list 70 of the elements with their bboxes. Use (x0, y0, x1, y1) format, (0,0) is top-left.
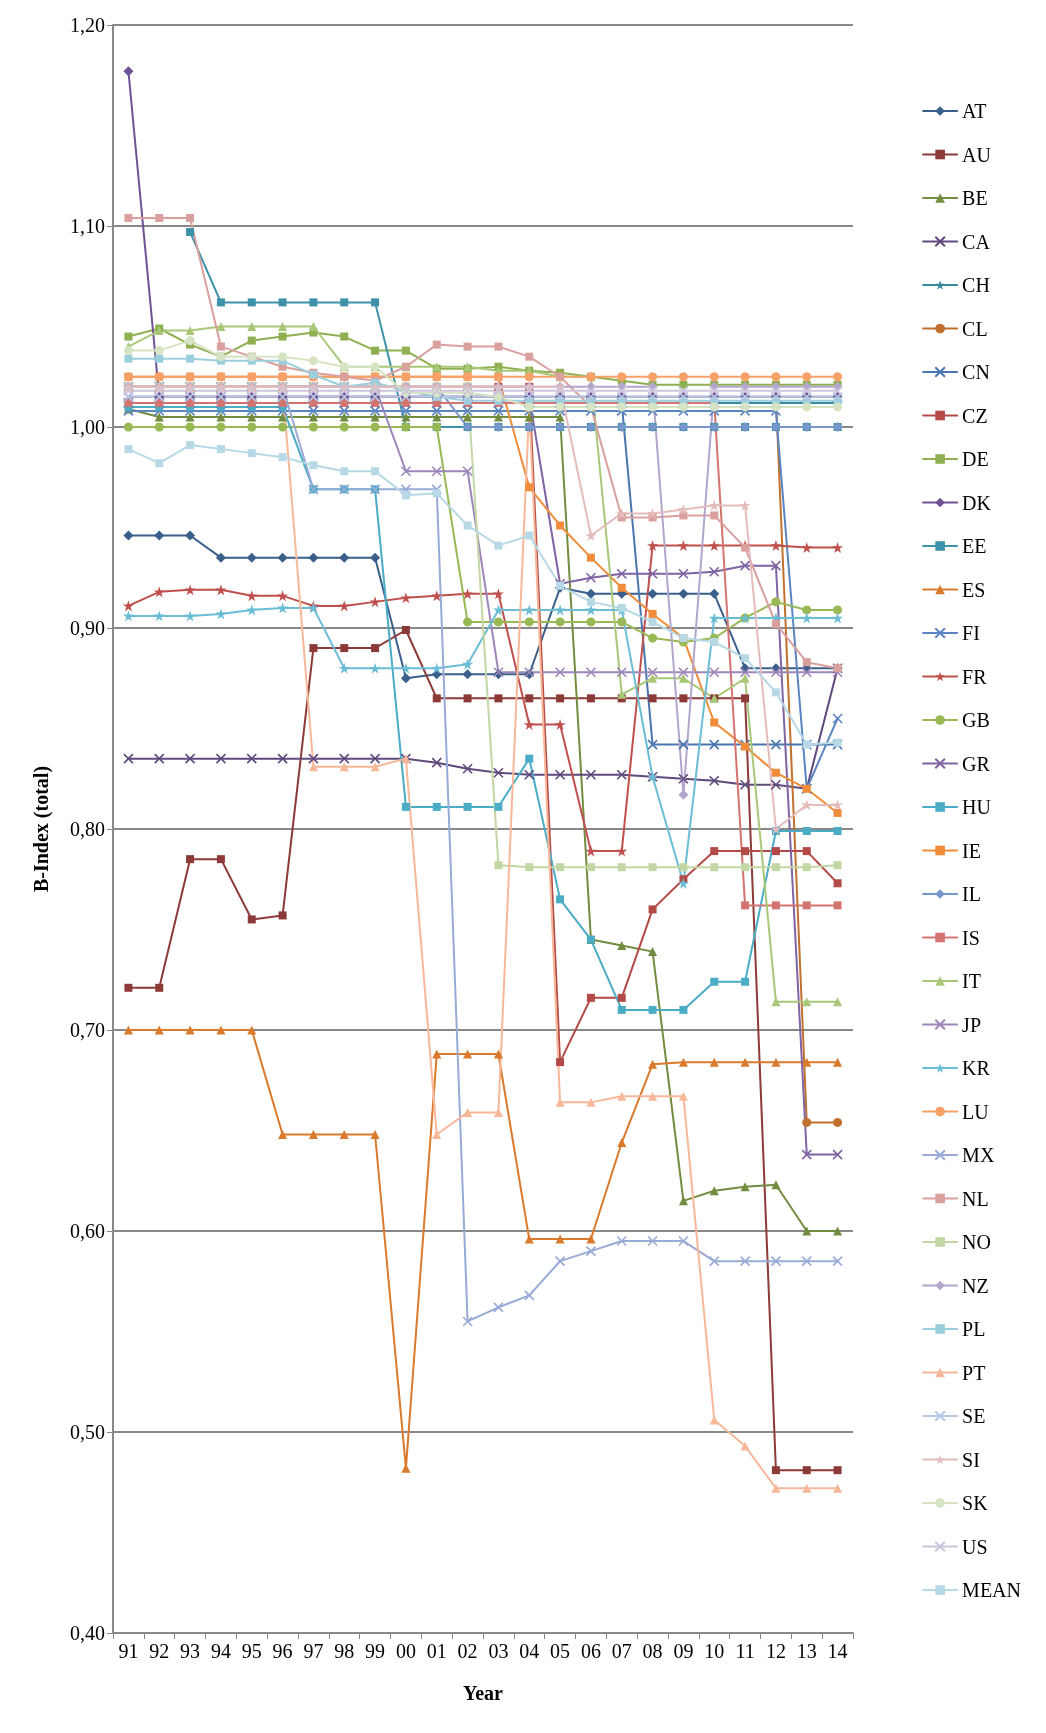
x-tick-label: 98 (334, 1640, 355, 1662)
x-tick-label: 08 (642, 1640, 663, 1662)
x-tick-label: 04 (519, 1640, 540, 1662)
y-tick-label: 0,70 (70, 1019, 105, 1041)
legend-label: FR (962, 665, 988, 688)
legend-label: FI (962, 622, 980, 644)
legend-label: DE (962, 448, 989, 470)
x-tick-label: 96 (272, 1640, 293, 1662)
legend-label: IE (962, 839, 981, 862)
legend-label: LU (962, 1100, 990, 1123)
y-tick-label: 0,50 (70, 1421, 105, 1443)
y-tick-label: 1,10 (70, 215, 105, 237)
legend-label: BE (962, 187, 988, 209)
legend-label: AU (962, 143, 992, 166)
x-tick-label: 14 (827, 1640, 848, 1662)
y-tick-label: 1,00 (70, 416, 105, 438)
x-axis-title: Year (463, 1682, 504, 1704)
legend-label: AT (962, 100, 987, 122)
x-tick-label: 97 (303, 1640, 324, 1662)
y-axis-title: B-Index (total) (30, 765, 53, 893)
y-tick-label: 1,20 (70, 14, 105, 36)
legend-label: PL (962, 1318, 986, 1340)
legend-label: CZ (962, 404, 988, 427)
legend-label: HU (962, 796, 992, 818)
x-tick-label: 01 (426, 1640, 447, 1662)
legend-label: MX (962, 1144, 995, 1166)
legend-label: NO (962, 1231, 991, 1253)
legend-label: MEAN (962, 1579, 1021, 1601)
legend-label: GR (962, 752, 991, 775)
x-tick-label: 13 (796, 1640, 817, 1662)
x-tick-label: 09 (673, 1640, 694, 1662)
legend-label: KR (962, 1057, 991, 1079)
legend-label: SI (962, 1448, 980, 1471)
x-tick-label: 00 (395, 1640, 416, 1662)
x-tick-label: 95 (241, 1640, 262, 1662)
legend-label: NZ (962, 1274, 989, 1297)
legend-label: SK (962, 1492, 989, 1514)
legend-label: EE (962, 535, 987, 557)
legend-label: PT (962, 1361, 986, 1384)
y-tick-label: 0,90 (70, 617, 105, 639)
legend-label: NL (962, 1187, 989, 1210)
legend-label: CA (962, 230, 991, 253)
x-tick-label: 12 (765, 1640, 786, 1662)
legend-label: IT (962, 970, 981, 992)
legend-label: IS (962, 926, 980, 949)
x-tick-label: 92 (149, 1640, 170, 1662)
legend-label: US (962, 1535, 988, 1558)
x-tick-label: 05 (550, 1640, 571, 1662)
x-tick-label: 10 (704, 1640, 725, 1662)
x-tick-label: 99 (365, 1640, 386, 1662)
x-tick-label: 06 (580, 1640, 601, 1662)
legend-label: GB (962, 709, 990, 731)
legend-label: SE (962, 1405, 986, 1427)
legend-label: CH (962, 274, 990, 296)
legend-label: JP (962, 1013, 982, 1036)
legend-label: IL (962, 883, 981, 905)
x-tick-label: 07 (611, 1640, 632, 1662)
y-tick-label: 0,60 (70, 1220, 105, 1242)
legend-label: DK (962, 491, 992, 514)
y-tick-label: 0,40 (70, 1622, 105, 1644)
x-tick-label: 93 (180, 1640, 201, 1662)
legend-label: CN (962, 361, 990, 383)
y-tick-label: 0,80 (70, 818, 105, 840)
x-tick-label: 02 (457, 1640, 478, 1662)
legend-label: ES (962, 578, 986, 601)
x-tick-label: 03 (488, 1640, 509, 1662)
x-tick-label: 91 (118, 1640, 139, 1662)
x-tick-label: 11 (735, 1640, 755, 1662)
x-tick-label: 94 (210, 1640, 231, 1662)
legend-label: CL (962, 317, 988, 340)
